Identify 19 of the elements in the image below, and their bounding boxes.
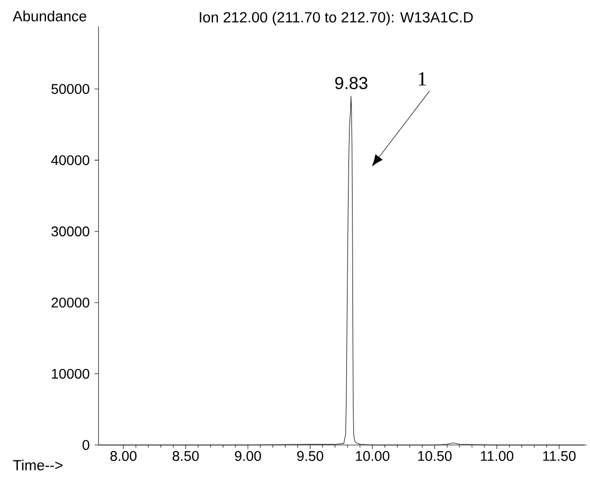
y-tick-label: 30000 — [51, 226, 90, 236]
y-tick-label: 40000 — [51, 155, 90, 166]
x-tick-label: 9.50 — [297, 451, 324, 461]
y-tick-label: 20000 — [52, 298, 90, 308]
x-tick-label: 8.00 — [110, 451, 137, 461]
chart-title: Ion 212.00 (211.70 to 212.70): W13A1C.D — [200, 12, 473, 26]
y-tick-label: 10000 — [52, 368, 90, 379]
x-tick-label: 11.50 — [543, 451, 576, 461]
x-axis-title: Time--> — [13, 460, 62, 470]
y-tick-label: 0 — [82, 440, 90, 450]
y-axis-title: Abundance — [12, 10, 86, 22]
x-tick-label: 11.00 — [480, 451, 514, 461]
annotation: 1 — [418, 72, 426, 86]
y-tick-label: 50000 — [51, 84, 90, 94]
x-tick-label: 10.50 — [418, 451, 452, 461]
x-tick-label: 9.00 — [234, 451, 261, 461]
annotation: 9.83 — [335, 76, 368, 90]
x-tick-label: 10.00 — [356, 451, 390, 461]
x-tick-label: 8.50 — [172, 451, 199, 461]
